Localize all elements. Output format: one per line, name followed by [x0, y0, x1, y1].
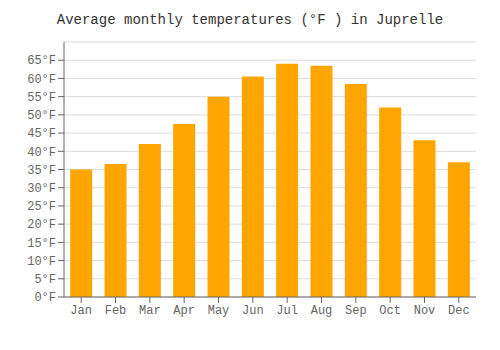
- svg-text:45°F: 45°F: [27, 127, 56, 141]
- svg-text:20°F: 20°F: [27, 218, 56, 232]
- svg-text:Sep: Sep: [345, 304, 367, 318]
- svg-text:55°F: 55°F: [27, 91, 56, 105]
- svg-text:0°F: 0°F: [34, 291, 56, 305]
- svg-text:Feb: Feb: [105, 304, 127, 318]
- svg-text:50°F: 50°F: [27, 109, 56, 123]
- svg-text:Dec: Dec: [448, 304, 470, 318]
- svg-text:Nov: Nov: [414, 304, 436, 318]
- svg-text:Jun: Jun: [242, 304, 264, 318]
- svg-text:10°F: 10°F: [27, 255, 56, 269]
- svg-text:May: May: [208, 304, 230, 318]
- svg-text:Jan: Jan: [70, 304, 92, 318]
- svg-text:15°F: 15°F: [27, 237, 56, 251]
- svg-text:Jul: Jul: [276, 304, 298, 318]
- svg-text:Oct: Oct: [379, 304, 401, 318]
- svg-text:35°F: 35°F: [27, 164, 56, 178]
- svg-text:30°F: 30°F: [27, 182, 56, 196]
- svg-text:60°F: 60°F: [27, 73, 56, 87]
- svg-text:25°F: 25°F: [27, 200, 56, 214]
- svg-text:5°F: 5°F: [34, 273, 56, 287]
- svg-text:65°F: 65°F: [27, 54, 56, 68]
- svg-text:Apr: Apr: [173, 304, 195, 318]
- html-text:Average monthly temperatures (: Average monthly temperatures (°F ) in Ju…: [56, 12, 444, 28]
- svg-text:Aug: Aug: [311, 304, 333, 318]
- svg-text:40°F: 40°F: [27, 146, 56, 160]
- svg-text:Mar: Mar: [139, 304, 161, 318]
